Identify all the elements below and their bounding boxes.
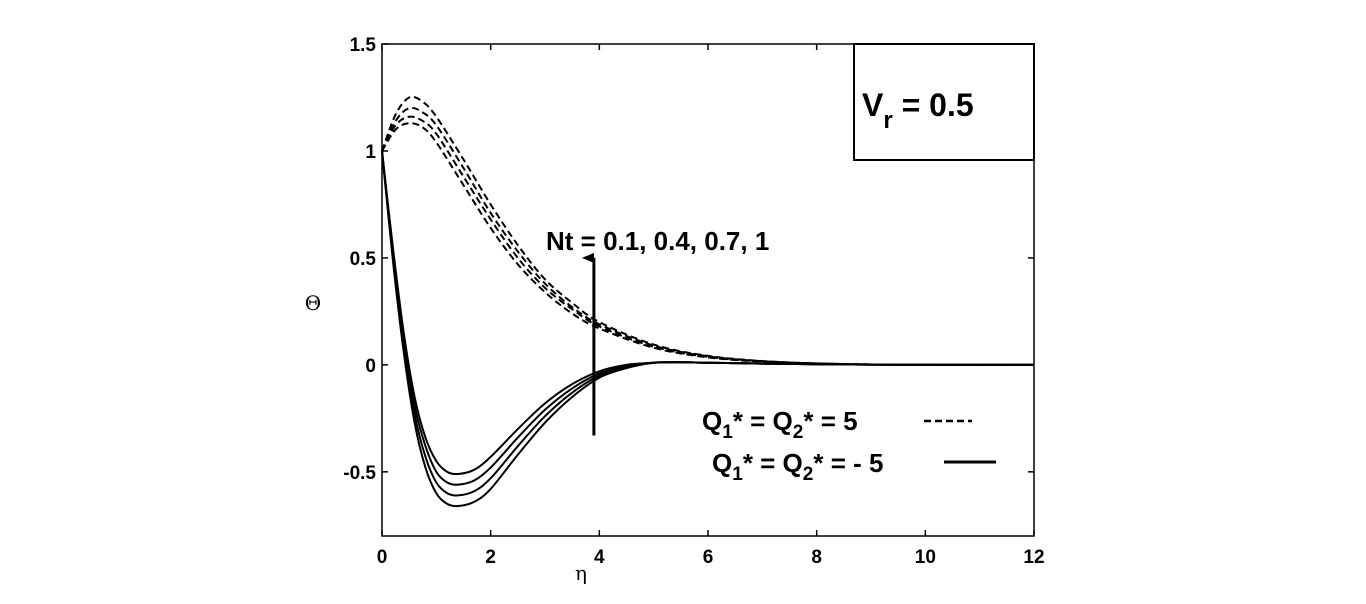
x-tick-label: 10 [915,547,936,568]
x-tick-label: 6 [703,547,714,568]
y-tick-label: 1 [365,142,376,163]
parameter-rest: = 0.5 [893,87,974,123]
x-axis-label: η [575,561,587,585]
parameter-sub: r [883,107,892,134]
x-tick-label: 12 [1023,547,1044,568]
series-line-dashed-0 [381,122,1035,366]
nt-annotation-text: Nt = 0.1, 0.4, 0.7, 1 [546,226,769,256]
y-tick-label: -0.5 [343,463,376,484]
x-tick-label: 0 [377,547,388,568]
parameter-box: Vr = 0.5 [853,43,1035,161]
x-tick-label: 4 [594,547,605,568]
parameter-main: V [862,87,884,123]
series-line-solid-7 [381,150,1034,508]
y-tick-label: 0 [365,356,376,377]
y-tick-label: 1.5 [350,35,377,56]
ticks-layer: 0 2 4 6 8 10 12 -0.5 0 0.5 1 1.5 [343,35,1044,568]
x-tick-label: 8 [811,547,822,568]
y-tick-label: 0.5 [350,249,377,270]
legend-entry-dashed: Q1* = Q2* = 5 [702,406,972,443]
nt-annotation: Nt = 0.1, 0.4, 0.7, 1 [546,226,769,436]
legend: Q1* = Q2* = 5 Q1* = Q2* = - 5 [702,406,996,485]
x-tick-label: 2 [485,547,496,568]
parameter-box-text: Vr = 0.5 [862,87,974,134]
parameter-box-frame [853,43,1035,161]
series-layer [381,95,1035,508]
legend-entry-solid: Q1* = Q2* = - 5 [712,448,996,485]
y-axis-label: Θ [305,291,321,315]
legend-label-solid: Q1* = Q2* = - 5 [712,448,883,485]
legend-label-dashed: Q1* = Q2* = 5 [702,406,858,443]
series-line-dashed-2 [381,106,1035,366]
